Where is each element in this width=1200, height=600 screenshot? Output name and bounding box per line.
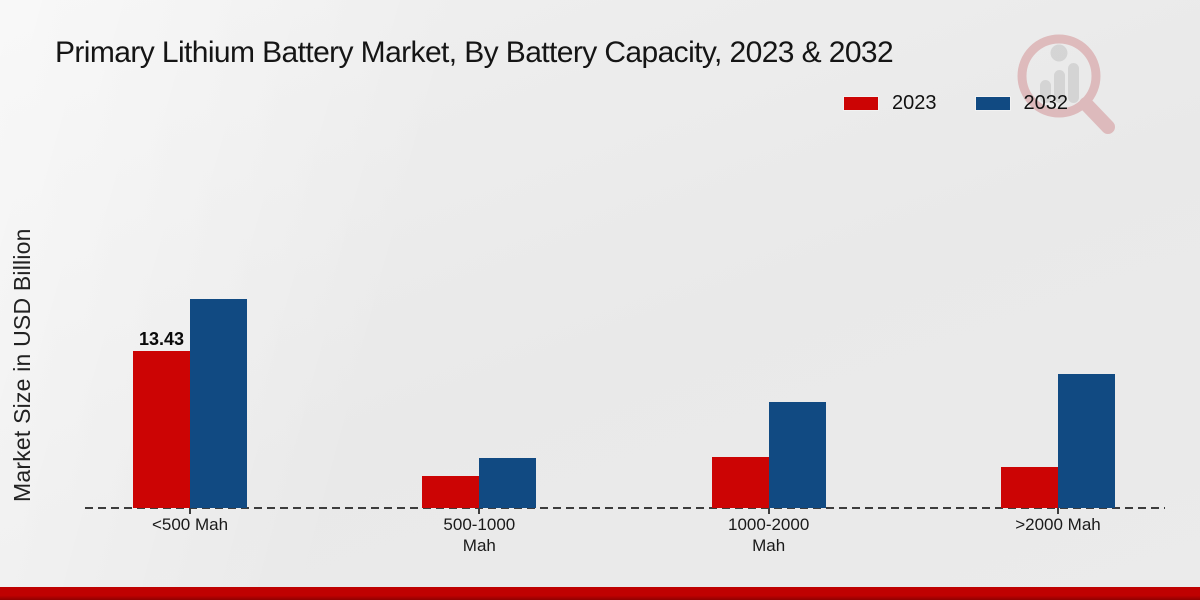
legend-swatch-2023 [843, 96, 879, 111]
legend-item-2032: 2032 [974, 92, 1069, 115]
x-tick-label-2: 1000-2000 Mah [728, 515, 810, 555]
bar-2023-category-3 [1000, 467, 1058, 508]
bar-2032-category-0 [190, 299, 247, 508]
bar-value-label-2023-0: 13.43 [138, 329, 185, 349]
x-axis-tick-1 [478, 508, 481, 514]
legend-swatch-2032 [974, 96, 1011, 111]
bar-2023-category-2 [711, 457, 769, 508]
x-tick-label-3: >2000 Mah [1015, 515, 1101, 534]
x-tick-label-0: <500 Mah [151, 515, 229, 534]
bar-2032-category-3 [1057, 374, 1115, 508]
bar-2032-category-1 [479, 458, 537, 508]
x-axis-tick-2 [767, 508, 770, 514]
x-tick-label-1: 500-1000 Mah [443, 515, 516, 555]
legend-label-2023: 2023 [892, 92, 937, 114]
chart-title: Primary Lithium Battery Market, By Batte… [55, 36, 894, 69]
bar-2032-category-2 [768, 402, 826, 508]
bar-2023-category-0 [133, 351, 190, 508]
bar-2023-category-1 [422, 476, 480, 508]
footer-accent-bar [0, 587, 1200, 600]
legend: 2023 2032 [843, 92, 1068, 115]
x-axis-baseline [85, 507, 1165, 509]
legend-item-2023: 2023 [843, 92, 937, 115]
x-axis-tick-3 [1056, 508, 1059, 514]
x-axis-tick-0 [189, 508, 191, 514]
legend-label-2032: 2032 [1023, 92, 1069, 114]
